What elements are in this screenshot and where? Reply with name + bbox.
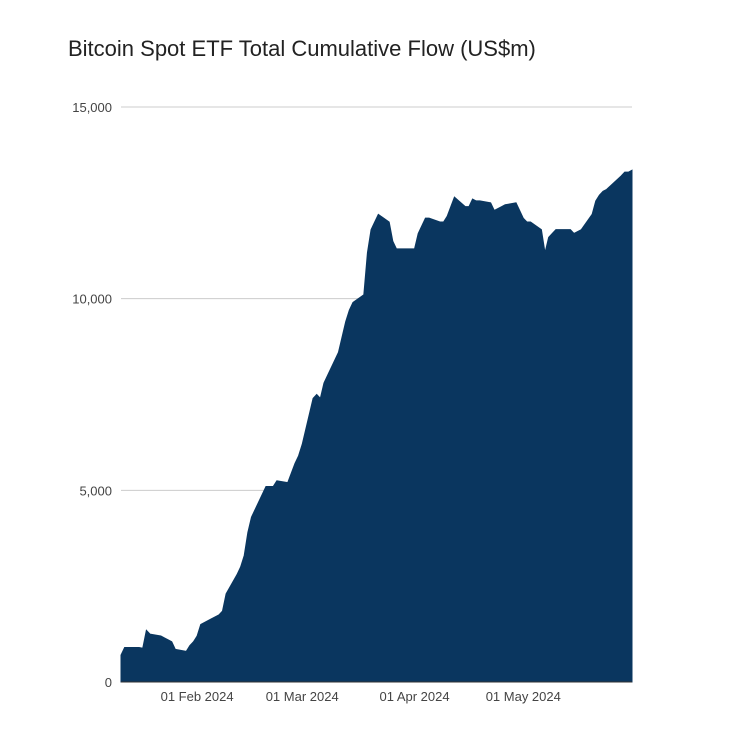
plot-area	[120, 169, 633, 683]
x-tick-label: 01 Feb 2024	[161, 689, 234, 704]
y-tick-label: 5,000	[79, 483, 112, 498]
y-tick-label: 10,000	[72, 292, 112, 307]
series-area	[120, 169, 633, 683]
x-tick-label: 01 Apr 2024	[379, 689, 449, 704]
x-tick-label: 01 May 2024	[486, 689, 561, 704]
axes: 0 5,000 10,000 15,000 01 Feb 2024 01 Mar 2024…	[72, 100, 632, 704]
chart-title: Bitcoin Spot ETF Total Cumulative Flow (…	[68, 36, 536, 61]
y-tick-label: 15,000	[72, 100, 112, 115]
y-tick-label: 0	[105, 675, 112, 690]
x-tick-label: 01 Mar 2024	[266, 689, 339, 704]
